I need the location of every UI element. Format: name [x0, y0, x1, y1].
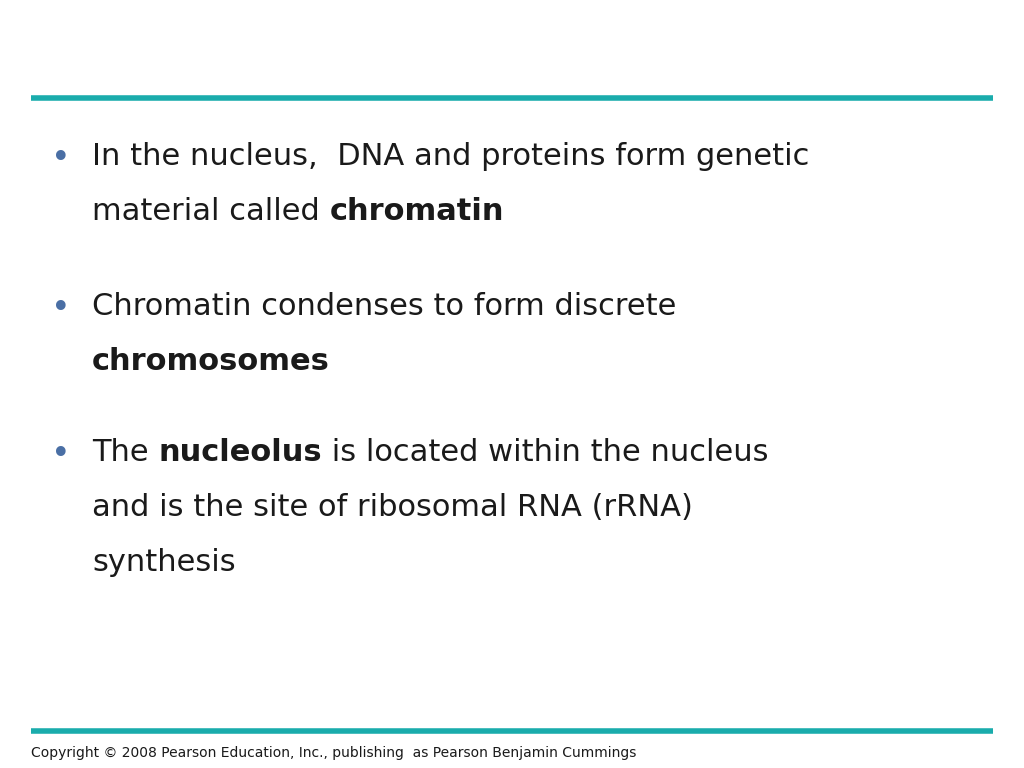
Text: material called: material called	[92, 197, 330, 227]
Text: •: •	[51, 142, 71, 175]
Text: synthesis: synthesis	[92, 548, 236, 578]
Text: and is the site of ribosomal RNA (rRNA): and is the site of ribosomal RNA (rRNA)	[92, 493, 693, 522]
Text: chromatin: chromatin	[330, 197, 504, 227]
Text: •: •	[51, 438, 71, 471]
Text: Copyright © 2008 Pearson Education, Inc., publishing  as Pearson Benjamin Cummin: Copyright © 2008 Pearson Education, Inc.…	[31, 746, 636, 760]
Text: Chromatin condenses to form discrete: Chromatin condenses to form discrete	[92, 292, 677, 321]
Text: nucleolus: nucleolus	[159, 438, 323, 467]
Text: is located within the nucleus: is located within the nucleus	[323, 438, 769, 467]
Text: •: •	[51, 292, 71, 325]
Text: In the nucleus,  DNA and proteins form genetic: In the nucleus, DNA and proteins form ge…	[92, 142, 810, 171]
Text: chromosomes: chromosomes	[92, 347, 330, 376]
Text: The: The	[92, 438, 159, 467]
